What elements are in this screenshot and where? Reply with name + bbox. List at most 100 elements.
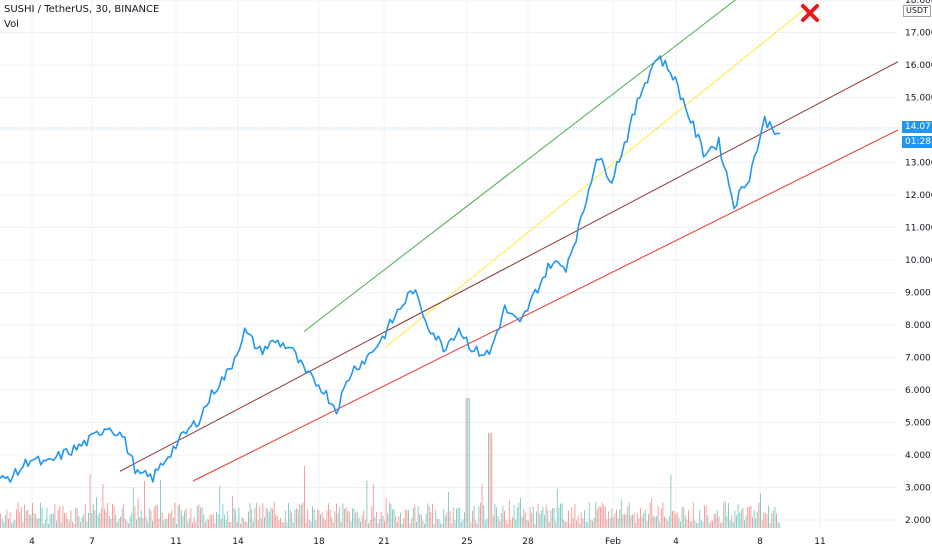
volume-bar [760,493,761,528]
volume-bar [209,514,211,528]
time-tick-label: 18 [313,537,325,547]
volume-bar [123,504,125,528]
volume-bar [212,514,214,528]
volume-bar [256,502,257,528]
volume-bar [744,520,745,528]
volume-bar [14,519,16,528]
volume-bar [609,518,611,528]
volume-bar [385,498,387,528]
volume-bar [512,517,513,528]
volume-bar [702,521,704,528]
volume-bar [456,508,457,528]
volume-bar [217,514,219,528]
price-tick-label: 17.000 [905,29,932,39]
volume-bar [739,512,741,528]
volume-bar [454,520,456,528]
volume-bar [179,503,181,528]
volume-bar [240,523,241,528]
volume-bar [324,520,326,528]
volume-bar [377,522,379,528]
volume-bar [110,518,112,528]
volume-bar [536,511,537,528]
volume-bar [155,504,157,528]
volume-bar [372,483,374,528]
bar-countdown-tag: 01:28 [902,136,932,148]
volume-bar [201,506,203,528]
time-axis[interactable]: 4 7 11 14 18 21 25 28 Feb 4 8 11 [29,537,826,547]
volume-bar [188,518,190,528]
volume-bar [192,522,193,528]
volume-bar [235,510,237,528]
volume-bar [705,506,707,528]
volume-bar [684,515,686,528]
volume-bar [216,511,217,528]
volume-bar [12,521,14,528]
volume-bar [689,520,691,528]
volume-bar [267,508,269,528]
volume-bar [516,507,518,528]
volume-bar [81,517,83,528]
volume-bar [561,503,563,528]
volume-bar [769,523,771,528]
volume-bar [169,513,171,528]
volume-bar [752,517,753,528]
volume-bar [643,513,645,528]
volume-bar [284,511,286,528]
volume-bar [248,511,249,528]
volume-bar [40,502,41,528]
volume-bar [6,509,8,528]
volume-bar [646,521,648,528]
volume-bar [696,523,697,528]
volume-bar [526,519,528,528]
volume-bar [91,513,93,528]
time-tick-label: 28 [522,537,534,547]
volume-bar [720,523,721,528]
volume-bar [473,505,475,528]
volume-bar [409,523,411,528]
volume-bar [417,505,419,528]
volume-bar [347,511,349,528]
price-tick-label: 15.000 [905,94,932,104]
volume-bar [571,507,573,528]
time-tick-label: 8 [757,537,763,547]
volume-bar [360,521,361,528]
volume-bar [449,511,451,528]
volume-bar [184,510,185,528]
volume-bar [163,520,165,528]
volume-bar [476,523,478,528]
currency-unit-box[interactable]: USDT [903,5,931,17]
volume-bar [57,509,59,528]
volume-bar [553,507,555,528]
volume-bar [606,519,608,528]
volume-bar [345,507,347,528]
volume-bar [108,515,110,528]
volume-bar [112,504,113,528]
volume-bar [304,465,305,528]
volume-bar [332,522,334,528]
volume-bar [283,522,285,528]
volume-bar [105,512,107,528]
volume-bar [428,506,430,528]
volume-bar [508,499,510,528]
symbol-title[interactable]: SUSHI / TetherUS, 30, BINANCE [4,4,160,15]
volume-bar [436,518,438,528]
volume-bar [732,522,734,528]
volume-bar [592,520,593,528]
volume-bar [459,507,461,528]
time-tick-label: 4 [29,537,35,547]
volume-bar [768,505,769,528]
volume-label[interactable]: Vol [4,19,19,30]
volume-bar [612,517,614,528]
volume-bar [28,514,30,528]
volume-bar [577,515,579,528]
volume-bar [25,510,27,528]
volume-bar [344,509,345,528]
volume-bar [131,513,133,528]
volume-bar [585,521,587,528]
volume-bar [435,510,437,528]
volume-bar [478,506,480,528]
price-axis[interactable]: 2.000 3.000 4.000 5.000 6.000 7.000 8.000 9.000… [905,0,932,526]
volume-bar [523,508,525,528]
volume-bar [241,516,243,528]
